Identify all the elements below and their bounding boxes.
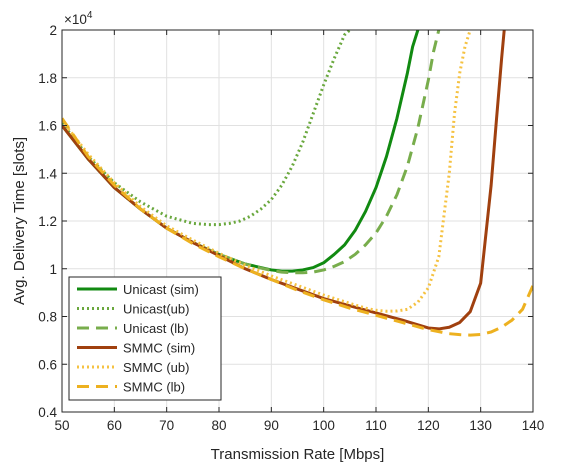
x-tick-label: 70 [159,418,174,433]
y-tick-label: 1 [49,262,57,277]
legend-label: Unicast (lb) [123,321,189,336]
y-tick-label: 0.4 [38,405,57,420]
x-tick-label: 100 [312,418,335,433]
y-tick-label: 1.8 [38,71,57,86]
series-layer [62,30,533,337]
y-tick-label: 1.4 [38,166,57,181]
y-axis-label: Avg. Delivery Time [slots] [11,137,28,305]
series-line-unicast-ub [62,30,351,227]
grid [62,30,533,412]
legend-label: SMMC (ub) [123,360,189,375]
y-tick-label: 0.6 [38,357,57,372]
series-line-smmc-lb [62,117,533,337]
y-exponent-power: 4 [87,10,93,21]
x-tick-label: 110 [365,418,387,433]
legend: Unicast (sim) Unicast(ub) Unicast (lb) SMMC… [68,276,222,401]
legend-label: SMMC (sim) [123,341,195,356]
y-tick-label: 1.2 [38,214,57,229]
legend-label: Unicast (sim) [123,282,199,297]
x-tick-label: 140 [522,418,545,433]
x-axis-label: Transmission Rate [Mbps] [211,446,385,463]
x-tick-label: 130 [469,418,492,433]
legend-label: SMMC (lb) [123,380,185,395]
x-tick-label: 60 [107,418,122,433]
x-tick-label: 90 [264,418,279,433]
legend-label: Unicast(ub) [123,302,189,317]
x-tick-label: 50 [54,418,69,433]
legend-box [68,276,222,401]
y-exponent-label: ×104 [64,10,93,27]
x-tick-label: 80 [211,418,226,433]
x-tick-label: 120 [417,418,440,433]
y-tick-label: 2 [49,23,57,38]
y-tick-label: 0.8 [38,310,57,325]
y-exponent-base: ×10 [64,12,87,27]
y-tick-label: 1.6 [38,119,57,134]
ticks: 50 60 70 80 90 100 110 120 130 140 0.4 0.6 0.8 1 1.2 1.… [38,23,544,433]
